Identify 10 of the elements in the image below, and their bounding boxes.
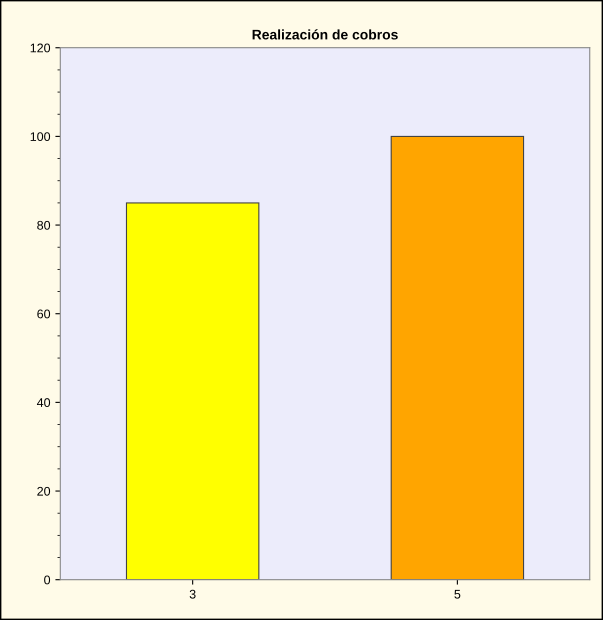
y-tick-label: 100 xyxy=(30,132,50,142)
x-tick-label: 3 xyxy=(190,590,196,599)
y-tick-label: 20 xyxy=(37,486,50,496)
y-tick-label: 120 xyxy=(30,44,50,52)
y-tick-label: 80 xyxy=(37,220,50,230)
y-tick-label: 0 xyxy=(44,576,50,584)
y-tick-label: 60 xyxy=(37,310,50,318)
chart-title: Realización de cobros xyxy=(252,29,398,40)
y-tick-label: 40 xyxy=(36,398,50,408)
x-tick-label: 5 xyxy=(454,590,460,599)
